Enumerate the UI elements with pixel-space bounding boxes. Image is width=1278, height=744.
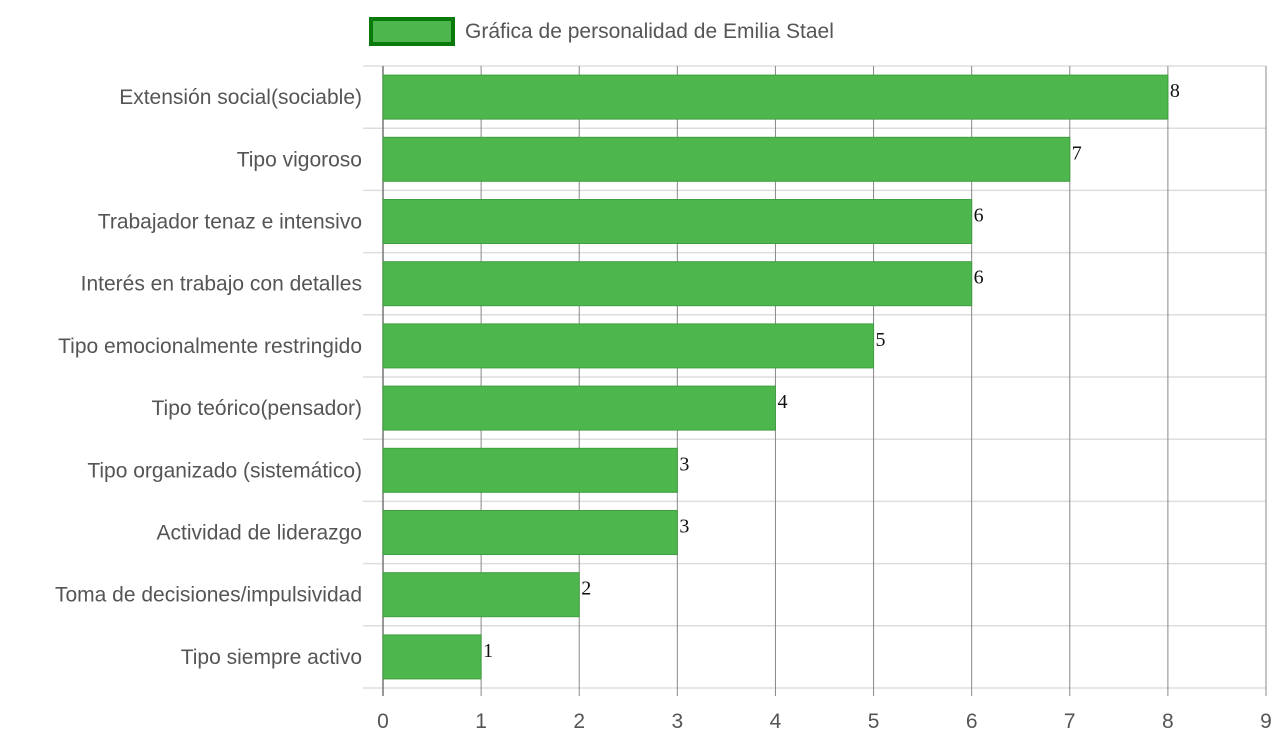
data-label: 3: [679, 453, 689, 475]
x-tick-label: 8: [1162, 710, 1174, 733]
bar[interactable]: [382, 74, 1169, 120]
x-tick-label: 1: [475, 710, 487, 733]
category-label: Tipo organizado (sistemático): [87, 459, 362, 482]
bar[interactable]: [382, 199, 973, 244]
data-label: 3: [679, 516, 689, 538]
bar[interactable]: [382, 572, 580, 618]
data-label: 6: [974, 205, 984, 227]
category-label: Actividad de liderazgo: [157, 522, 362, 545]
x-tick-label: 9: [1260, 710, 1272, 733]
bar[interactable]: [382, 447, 678, 493]
bar[interactable]: [382, 385, 776, 431]
bar[interactable]: [382, 510, 678, 555]
category-label: Tipo emocionalmente restringido: [58, 335, 362, 358]
category-label: Extensión social(sociable): [119, 86, 362, 109]
data-label: 2: [581, 578, 591, 600]
labels: 0 1 2 3 4 5 6 7 8 9 Extensión social(sociable) 8 Tip…: [55, 80, 1272, 733]
bars: [382, 74, 1169, 680]
category-label: Tipo teórico(pensador): [152, 397, 363, 420]
category-label: Trabajador tenaz e intensivo: [98, 211, 362, 234]
data-label: 5: [876, 329, 886, 351]
bar[interactable]: [382, 323, 875, 369]
data-label: 7: [1072, 142, 1082, 164]
x-tick-label: 4: [770, 710, 782, 733]
bar[interactable]: [382, 634, 482, 680]
x-tick-label: 2: [573, 710, 585, 733]
category-label: Toma de decisiones/impulsividad: [55, 584, 362, 607]
category-label: Tipo vigoroso: [237, 148, 362, 171]
legend-label[interactable]: Gráfica de personalidad de Emilia Stael: [465, 20, 834, 43]
data-label: 4: [777, 391, 787, 413]
x-tick-label: 3: [671, 710, 683, 733]
legend[interactable]: Gráfica de personalidad de Emilia Stael: [369, 17, 834, 46]
x-tick-label: 7: [1064, 710, 1076, 733]
bar[interactable]: [382, 136, 1071, 182]
data-label: 8: [1170, 80, 1180, 102]
legend-swatch[interactable]: [369, 17, 455, 46]
data-label: 6: [974, 267, 984, 289]
bar[interactable]: [382, 261, 973, 307]
data-label: 1: [483, 640, 493, 662]
category-label: Tipo siempre activo: [181, 646, 362, 669]
category-label: Interés en trabajo con detalles: [81, 273, 362, 296]
x-tick-label: 6: [966, 710, 978, 733]
x-tick-label: 0: [377, 710, 389, 733]
x-tick-label: 5: [868, 710, 880, 733]
